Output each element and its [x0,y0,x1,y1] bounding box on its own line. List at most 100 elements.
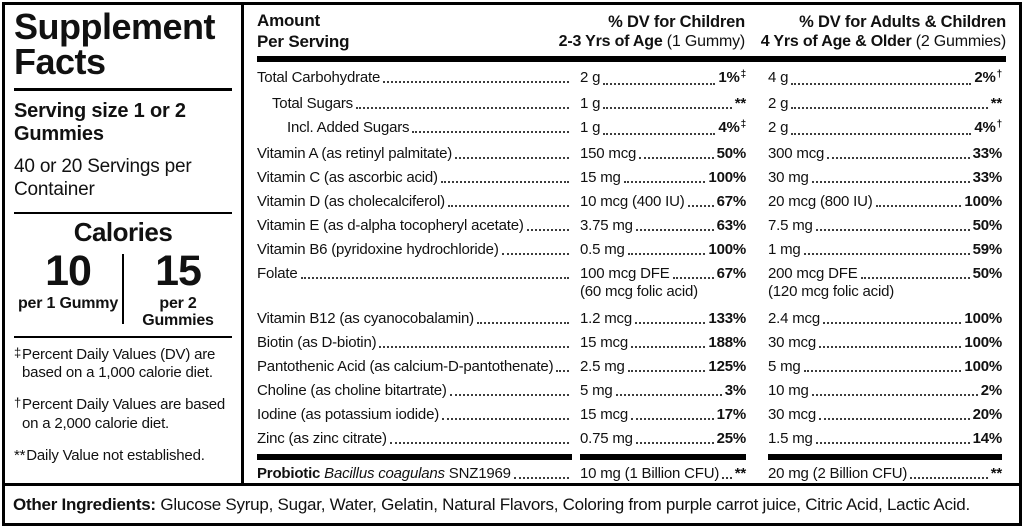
percent-dv: 100% [964,334,1002,352]
footnote-text: Daily Value not established. [26,446,205,464]
value-column: 30 mcg 100% [768,334,1002,352]
value-line: 5 mg 3% [580,382,746,400]
calories-caption: per 1 Gummy [17,295,119,313]
nutrient-name: Vitamin C (as ascorbic acid) [257,169,438,187]
value-column: 2 g 1% ‡ [580,69,746,89]
section-bar [257,454,572,461]
amount: 10 mcg (400 IU) [580,193,685,211]
dot-leader [603,107,732,110]
footnote-symbol: ‡ [14,344,22,360]
dot-leader [383,81,569,84]
dot-leader [440,181,569,184]
table-row: Incl. Added Sugars 1 g 4% ‡ 2 g 4% † [257,119,1006,139]
children-value-cell: 15 mcg 17% [580,406,746,424]
value-line: 2 g 4% † [768,119,1002,139]
value-column: 1 g 4% ‡ [580,119,746,139]
value-column: 0.75 mg 25% [580,430,746,448]
value-column: 3.75 mg 63% [580,217,746,235]
header-children-line1: % DV for Children [608,12,745,31]
table-row: Total Carbohydrate 2 g 1% ‡ 4 g 2% † [257,69,1006,89]
value-line: 10 mcg (400 IU) 67% [580,193,746,211]
header-adults-line2: 4 Yrs of Age & Older (2 Gummies) [745,32,1006,52]
percent-dv: 67% [716,265,747,283]
amount: 1.2 mcg [580,310,632,328]
percent-dv: 59% [972,241,1003,259]
header-adults-serving: (2 Gummies) [915,33,1006,51]
percent-dv: ** [990,95,1002,113]
divider [122,254,124,324]
header-children-column: % DV for Children 2-3 Yrs of Age (1 Gumm… [479,12,746,53]
value-column: 1.5 mg 14% [768,430,1002,448]
name-line: Zinc (as zinc citrate) [257,430,572,448]
value-column: 10 mg 2% [768,382,1002,400]
value-line: 200 mcg DFE 50% [768,265,1002,283]
nutrient-name-cell: Incl. Added Sugars [257,119,572,137]
value-column: 2.5 mg 125% [580,358,746,376]
children-value-cell: 2.5 mg 125% [580,358,746,376]
percent-dv: 4% [718,119,740,137]
dot-leader [631,418,714,421]
adults-value-cell: 4 g 2% † [768,69,1002,89]
value-column: 15 mg 100% [580,169,746,187]
nutrient-table: Amount Per Serving % DV for Children 2-3… [244,5,1019,483]
percent-dv: 2% [974,69,996,87]
value-column: 1 g ** [580,95,746,113]
percent-dv: 67% [716,193,747,211]
nutrient-name: Biotin (as D-biotin) [257,334,377,352]
panel-title: Supplement Facts [14,6,216,82]
value-line: 2 g ** [768,95,1002,113]
dot-leader [803,370,962,373]
name-line: Iodine (as potassium iodide) [257,406,572,424]
nutrient-name-cell: Biotin (as D-biotin) [257,334,572,352]
footnote-text: Percent Daily Values are based on a 2,00… [22,396,226,432]
value-line: 1 mg 59% [768,241,1002,259]
nutrient-name: Total Carbohydrate [257,69,381,87]
adults-value-cell: 30 mcg 100% [768,334,1002,352]
dot-leader [635,229,714,232]
adults-value-cell: 7.5 mg 50% [768,217,1002,235]
value-line: 2 g 1% ‡ [580,69,746,89]
divider [5,483,1019,486]
value-column: 100 mcg DFE 67% (60 mcg folic acid) [580,265,746,301]
nutrient-name-cell: Folate [257,265,572,283]
footnote-children-dv: ‡ Percent Daily Values (DV) are based on… [14,344,232,384]
percent-dv: 3% [724,382,746,400]
dot-leader [447,205,569,208]
percent-dv: 133% [708,310,746,328]
value-column: 4 g 2% † [768,69,1002,89]
percent-dv: 2% [980,382,1002,400]
adults-value-cell: 2 g 4% † [768,119,1002,139]
name-line: Incl. Added Sugars [287,119,572,137]
amount: 15 mcg [580,406,628,424]
nutrient-name: Iodine (as potassium iodide) [257,406,440,424]
name-line: Probiotic Bacillus coagulans SNZ1969 [257,465,572,483]
percent-dv: 4% [974,119,996,137]
adults-value-cell: 20 mcg (800 IU) 100% [768,193,1002,211]
nutrient-name: Total Sugars [272,95,353,113]
value-column: 20 mcg (800 IU) 100% [768,193,1002,211]
value-line: 15 mcg 17% [580,406,746,424]
divider [14,87,232,91]
value-line: 2.4 mcg 100% [768,310,1002,328]
adults-value-cell: 30 mg 33% [768,169,1002,187]
other-ingredients: Other Ingredients: Glucose Syrup, Sugar,… [5,486,1019,515]
nutrient-name-cell: Vitamin D (as cholecalciferol) [257,193,572,211]
value-line: 30 mcg 20% [768,406,1002,424]
dot-leader [815,442,970,445]
name-line: Vitamin A (as retinyl palmitate) [257,145,572,163]
left-panel: Supplement Facts Serving size 1 or 2 Gum… [5,5,244,483]
amount: 4 g [768,69,789,87]
dot-leader [627,370,706,373]
table-row: Biotin (as D-biotin) 15 mcg 188% 30 mcg 100% [257,334,1006,352]
value-line: 0.75 mg 25% [580,430,746,448]
percent-dv: 63% [716,217,747,235]
percent-dv: 50% [716,145,747,163]
children-value-cell: 15 mg 100% [580,169,746,187]
value-line: 10 mg 2% [768,382,1002,400]
nutrient-name: Incl. Added Sugars [287,119,410,137]
children-value-cell: 1.2 mcg 133% [580,310,746,328]
amount-subline: (120 mcg folic acid) [768,283,895,301]
value-column: 15 mcg 188% [580,334,746,352]
adults-value-cell: 1.5 mg 14% [768,430,1002,448]
dot-leader [819,418,970,421]
